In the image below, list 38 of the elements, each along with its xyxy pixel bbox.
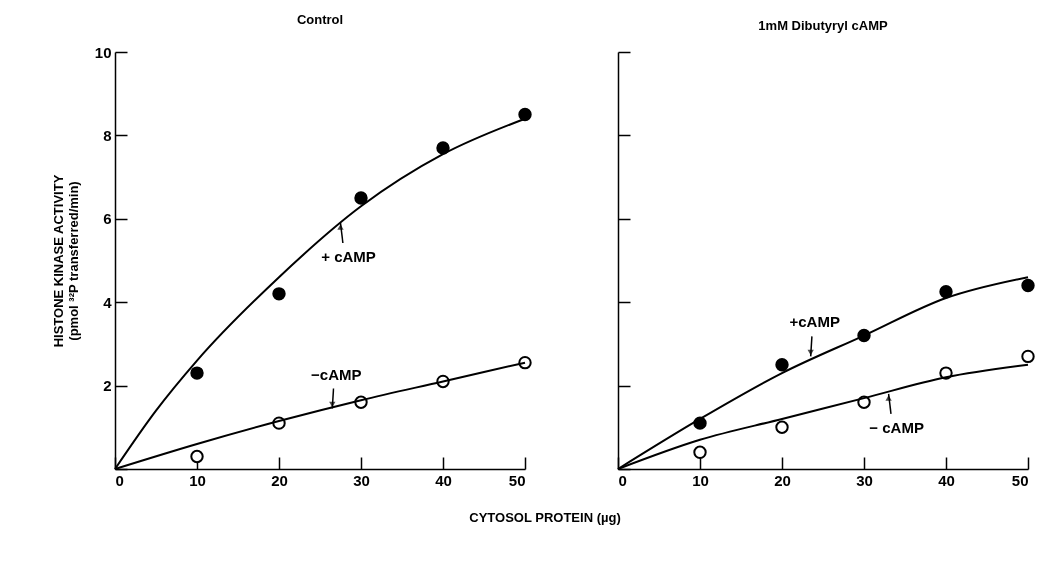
point [1021,278,1035,293]
point [939,285,953,299]
point [775,358,789,372]
y-tick-label: 2 [103,377,112,395]
point [354,191,368,205]
x-tick-label: 30 [353,471,370,489]
text: HISTONE KINASE ACTIVITY [50,174,66,348]
x-tick-label: 10 [692,471,709,489]
point [190,366,204,380]
point [518,107,532,122]
chart-title: Control [296,12,344,27]
x-axis-title: CYTOSOL PROTEIN (µg) [469,510,621,525]
point [190,449,204,464]
annotation: −cAMP [311,365,362,383]
x-tick-label: 50 [508,471,526,489]
point [693,445,707,460]
y-tick-label: 8 [103,126,112,144]
x-tick-label: 20 [271,471,288,489]
x-tick-label: 40 [435,471,452,489]
annotation: − cAMP [869,418,924,436]
y-tick-label: 4 [103,293,113,311]
chart-title: 1mM Dibutyryl cAMP [758,18,888,34]
x-tick-label: 40 [938,471,955,489]
y-tick-label: 10 [94,43,112,61]
x-tick-label: 10 [189,471,206,489]
y-tick-label: 6 [103,210,112,228]
point [775,420,789,434]
x-tick-label: 50 [1011,471,1029,489]
point [436,141,450,155]
x-tick-label: 20 [774,471,791,489]
annotation: +cAMP [789,313,840,331]
annotation: + cAMP [321,247,376,265]
x-tick-label: 30 [856,471,873,489]
text: (pmol ³²P transferred/min) [65,181,81,341]
x-tick-label: 0 [115,471,124,489]
point [272,287,286,301]
x-tick-label: 0 [618,471,627,489]
point [1021,349,1035,364]
